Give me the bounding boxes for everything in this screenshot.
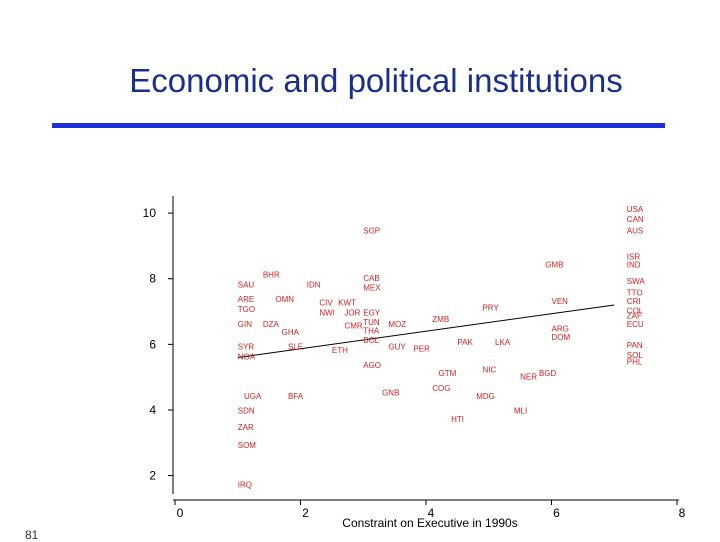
x-tick-label: 0 (177, 506, 184, 520)
point-label: PRY (482, 303, 499, 312)
point-label: GNB (382, 389, 399, 398)
point-label: ARG (552, 325, 569, 334)
point-label: HTI (451, 415, 464, 424)
point-label: SGP (363, 226, 380, 235)
point-label: ETH (332, 346, 348, 355)
point-label: ZAF (627, 312, 642, 321)
point-label: GIN (238, 320, 252, 329)
point-label: VEN (552, 297, 569, 306)
point-label: BOL (363, 336, 380, 345)
point-label: SWA (627, 277, 646, 286)
point-label: AUS (627, 226, 643, 235)
point-label: COL (627, 307, 644, 316)
point-label: SOM (238, 441, 257, 450)
point-label: SAU (238, 280, 255, 289)
x-axis-label: Constraint on Executive in 1990s (342, 516, 517, 530)
fit-line-layer (237, 304, 615, 358)
point-label: LKA (495, 338, 511, 347)
point-label: TUN (363, 318, 380, 327)
point-label: PAN (627, 341, 643, 350)
x-tick-label: 2 (302, 506, 309, 520)
title-rule (52, 123, 665, 128)
point-label: SOL (627, 351, 644, 360)
point-label: NIC (482, 366, 496, 375)
point-label: ARE (238, 295, 254, 304)
point-label: EGY (363, 308, 381, 317)
point-label: PHL (627, 358, 643, 367)
x-tick-label: 4 (428, 506, 435, 520)
point-label: MEX (363, 284, 381, 293)
point-label: BFA (288, 392, 304, 401)
slide-title: Economic and political institutions (129, 62, 623, 99)
point-label: MOZ (388, 320, 406, 329)
point-label: IDN (307, 280, 321, 289)
point-label: GHA (282, 328, 300, 337)
point-label: SDN (238, 407, 255, 416)
x-tick-label: 6 (553, 506, 560, 520)
point-label: GMB (545, 261, 563, 270)
point-label: KWT (338, 298, 356, 307)
x-tick-label: 8 (679, 506, 686, 520)
point-label: DZA (263, 320, 280, 329)
point-label: SYR (238, 343, 255, 352)
point-label: COG (432, 384, 450, 393)
point-label: UGA (244, 392, 262, 401)
point-label: SLE (288, 343, 303, 352)
point-label: BHR (263, 271, 280, 280)
y-tick-label: 6 (149, 337, 156, 351)
point-label: NGA (238, 353, 256, 362)
point-label: CMR (344, 321, 362, 330)
point-label: THA (363, 326, 380, 335)
point-label: USA (627, 205, 644, 214)
point-label: TTO (627, 289, 643, 298)
point-label: CAN (627, 215, 644, 224)
point-label: IND (627, 261, 641, 270)
point-label: NWI (319, 308, 335, 317)
point-label: PAK (457, 338, 473, 347)
point-label: MLI (514, 407, 527, 416)
point-label: DOM (552, 333, 571, 342)
point-label: OMN (275, 295, 294, 304)
point-label: CRI (627, 297, 641, 306)
y-tick-label: 10 (143, 206, 157, 220)
slide-number: 81 (25, 528, 39, 542)
point-label: GTM (439, 369, 457, 378)
y-tick-label: 4 (149, 403, 156, 417)
y-tick-label: 2 (149, 469, 156, 483)
point-label: MDG (476, 392, 495, 401)
y-tick-label: 8 (149, 272, 156, 286)
point-label: GUY (388, 343, 406, 352)
point-label: TGO (238, 305, 255, 314)
point-label: ECU (627, 320, 644, 329)
point-label: PER (413, 344, 430, 353)
point-label: CIV (319, 298, 333, 307)
point-label: IRQ (238, 481, 252, 490)
fit-line (237, 304, 615, 358)
point-label: CAB (363, 274, 379, 283)
point-label: ZMB (432, 315, 449, 324)
point-label: NER (520, 372, 537, 381)
point-label: ISR (627, 253, 641, 262)
point-label: BGD (539, 369, 557, 378)
point-label: AGO (363, 361, 381, 370)
chart-axes: 2 4 6 8 10 0 2 4 6 8 (143, 196, 686, 520)
point-label: JOR (344, 308, 360, 317)
point-label: ZAR (238, 423, 254, 432)
